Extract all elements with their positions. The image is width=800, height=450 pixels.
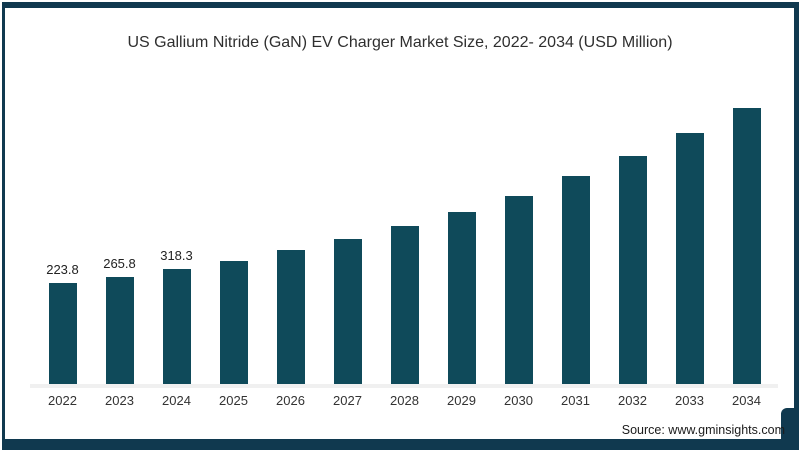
bar-value-label: 318.3 bbox=[160, 248, 193, 263]
x-tick-label: 2033 bbox=[675, 393, 704, 408]
bar bbox=[732, 108, 761, 384]
bar-value-label: 265.8 bbox=[103, 256, 136, 271]
x-tick-label: 2024 bbox=[162, 393, 191, 408]
bar bbox=[561, 176, 590, 384]
bar-chart: 223.8 2022 265.8 2023 318.3 2024 2025 2026 2027 2… bbox=[34, 84, 775, 408]
frame-border-left bbox=[2, 2, 5, 439]
x-tick-label: 2034 bbox=[732, 393, 761, 408]
frame-corner-accent bbox=[781, 408, 799, 450]
x-tick-label: 2029 bbox=[447, 393, 476, 408]
bar-column: 2032 bbox=[604, 84, 661, 408]
bar bbox=[447, 212, 476, 384]
source-credit: Source: www.gminsights.com bbox=[621, 423, 785, 437]
bar-column: 2033 bbox=[661, 84, 718, 408]
bar bbox=[276, 250, 305, 384]
frame-border-bottom bbox=[2, 439, 799, 450]
bar-column: 318.3 2024 bbox=[148, 84, 205, 408]
bar-column: 2034 bbox=[718, 84, 775, 408]
x-tick-label: 2022 bbox=[48, 393, 77, 408]
chart-title: US Gallium Nitride (GaN) EV Charger Mark… bbox=[127, 34, 673, 51]
x-tick-label: 2028 bbox=[390, 393, 419, 408]
bar-column: 2025 bbox=[205, 84, 262, 408]
x-tick-label: 2032 bbox=[618, 393, 647, 408]
bar bbox=[219, 261, 248, 384]
frame-border-right bbox=[794, 2, 799, 439]
x-tick-label: 2031 bbox=[561, 393, 590, 408]
bar bbox=[390, 226, 419, 384]
bar bbox=[618, 156, 647, 384]
bar-value-label: 223.8 bbox=[46, 262, 79, 277]
bar bbox=[105, 277, 134, 384]
bar-column: 2027 bbox=[319, 84, 376, 408]
bar-column: 2028 bbox=[376, 84, 433, 408]
bar bbox=[675, 133, 704, 384]
frame-border-top bbox=[2, 2, 799, 8]
bar-column: 2031 bbox=[547, 84, 604, 408]
x-axis-line bbox=[30, 384, 778, 388]
bar bbox=[504, 196, 533, 384]
bar-column: 223.8 2022 bbox=[34, 84, 91, 408]
x-tick-label: 2026 bbox=[276, 393, 305, 408]
bar-column: 2029 bbox=[433, 84, 490, 408]
x-tick-label: 2025 bbox=[219, 393, 248, 408]
x-tick-label: 2027 bbox=[333, 393, 362, 408]
bar-column: 265.8 2023 bbox=[91, 84, 148, 408]
bar bbox=[48, 283, 77, 384]
x-tick-label: 2030 bbox=[504, 393, 533, 408]
bar bbox=[333, 239, 362, 384]
bar bbox=[162, 269, 191, 384]
bar-column: 2026 bbox=[262, 84, 319, 408]
x-tick-label: 2023 bbox=[105, 393, 134, 408]
bar-column: 2030 bbox=[490, 84, 547, 408]
